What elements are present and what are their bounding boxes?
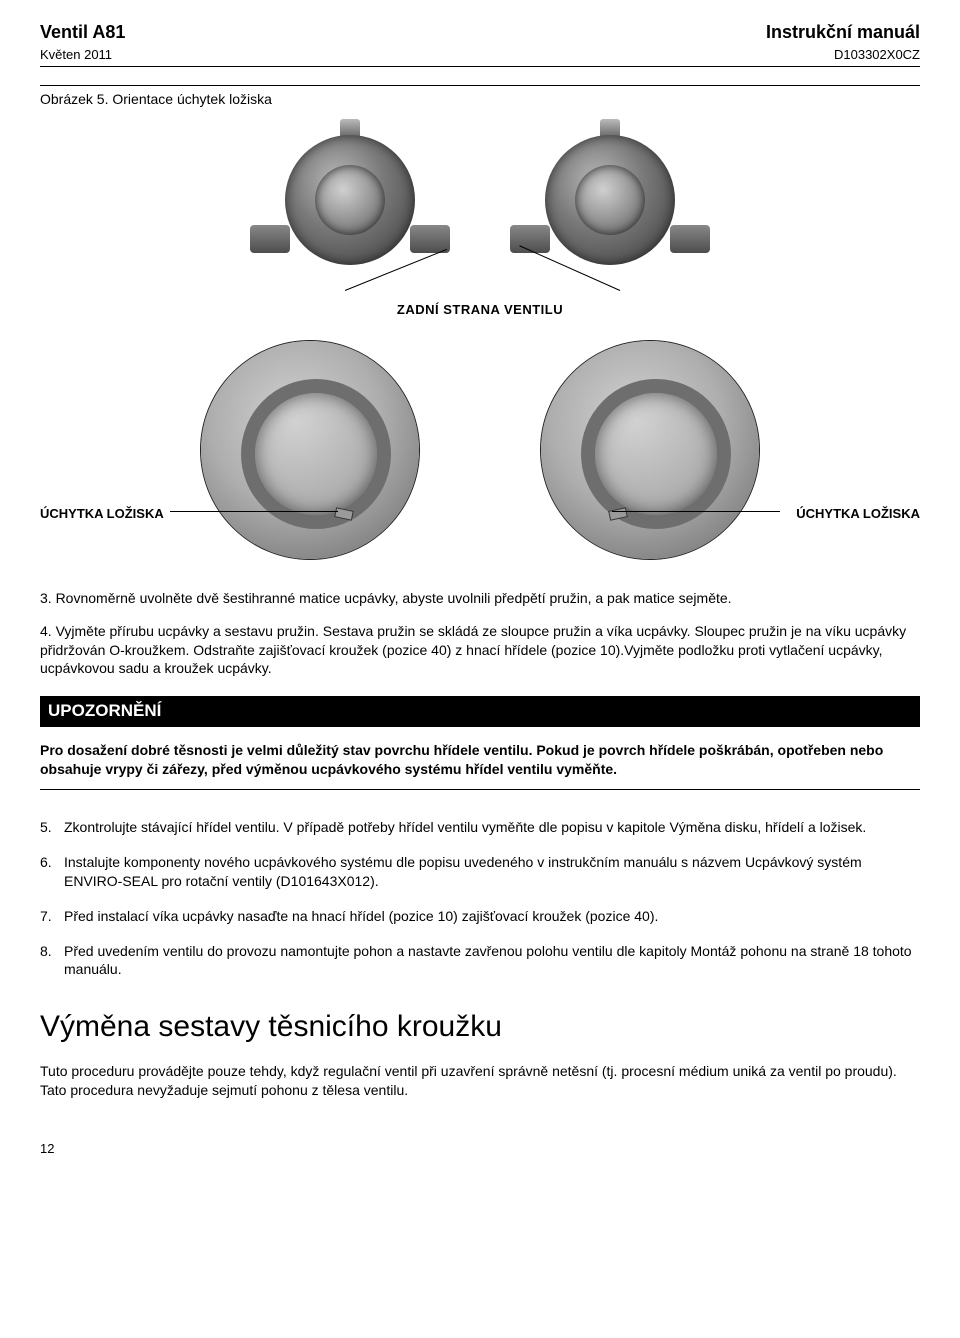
step-7: 7.Před instalací víka ucpávky nasaďte na… xyxy=(40,907,920,926)
detail-view-left xyxy=(200,340,420,560)
header-left: Ventil A81 Květen 2011 xyxy=(40,20,125,64)
step-5: 5.Zkontrolujte stávající hřídel ventilu.… xyxy=(40,818,920,837)
doc-date: Květen 2011 xyxy=(40,46,125,64)
page-number: 12 xyxy=(40,1140,920,1158)
valve-illustration-right xyxy=(510,125,710,275)
figure-caption: Obrázek 5. Orientace úchytek ložiska xyxy=(40,90,920,109)
step-text: Zkontrolujte stávající hřídel ventilu. V… xyxy=(64,819,866,835)
step-num: 7. xyxy=(40,907,64,926)
step-8: 8.Před uvedením ventilu do provozu namon… xyxy=(40,942,920,980)
page-header: Ventil A81 Květen 2011 Instrukční manuál… xyxy=(40,20,920,67)
step-text: Instalujte komponenty nového ucpávkového… xyxy=(64,854,862,889)
figure-label-right: ÚCHYTKA LOŽISKA xyxy=(796,505,920,523)
step-3: 3. Rovnoměrně uvolněte dvě šestihranné m… xyxy=(40,589,920,608)
notice-block: Pro dosažení dobré těsnosti je velmi důl… xyxy=(40,741,920,790)
steps-list: 5.Zkontrolujte stávající hřídel ventilu.… xyxy=(40,818,920,979)
figure-divider xyxy=(40,85,920,86)
section-title: Výměna sestavy těsnicího kroužku xyxy=(40,1007,920,1048)
step-4: 4. Vyjměte přírubu ucpávky a sestavu pru… xyxy=(40,622,920,679)
section-body: Tuto proceduru provádějte pouze tehdy, k… xyxy=(40,1062,920,1100)
step-text: Před instalací víka ucpávky nasaďte na h… xyxy=(64,908,658,924)
figure-area: ZADNÍ STRANA VENTILU ÚCHYTKA LOŽISKA ÚCH… xyxy=(40,115,920,575)
step-num: 8. xyxy=(40,942,64,961)
figure-label-mid: ZADNÍ STRANA VENTILU xyxy=(40,301,920,319)
valve-illustration-left xyxy=(250,125,450,275)
doc-type: Instrukční manuál xyxy=(766,20,920,44)
doc-code: D103302X0CZ xyxy=(766,46,920,64)
step-num: 6. xyxy=(40,853,64,872)
step-num: 5. xyxy=(40,818,64,837)
step-text: Před uvedením ventilu do provozu namontu… xyxy=(64,943,912,978)
detail-view-right xyxy=(540,340,760,560)
step-6: 6.Instalujte komponenty nového ucpávkové… xyxy=(40,853,920,891)
figure-bottom-labels: ÚCHYTKA LOŽISKA ÚCHYTKA LOŽISKA xyxy=(40,505,920,523)
notice-text: Pro dosažení dobré těsnosti je velmi důl… xyxy=(40,741,920,779)
figure-label-left: ÚCHYTKA LOŽISKA xyxy=(40,505,164,523)
doc-model: Ventil A81 xyxy=(40,20,125,44)
notice-bar: UPOZORNĚNÍ xyxy=(40,696,920,727)
header-right: Instrukční manuál D103302X0CZ xyxy=(766,20,920,64)
